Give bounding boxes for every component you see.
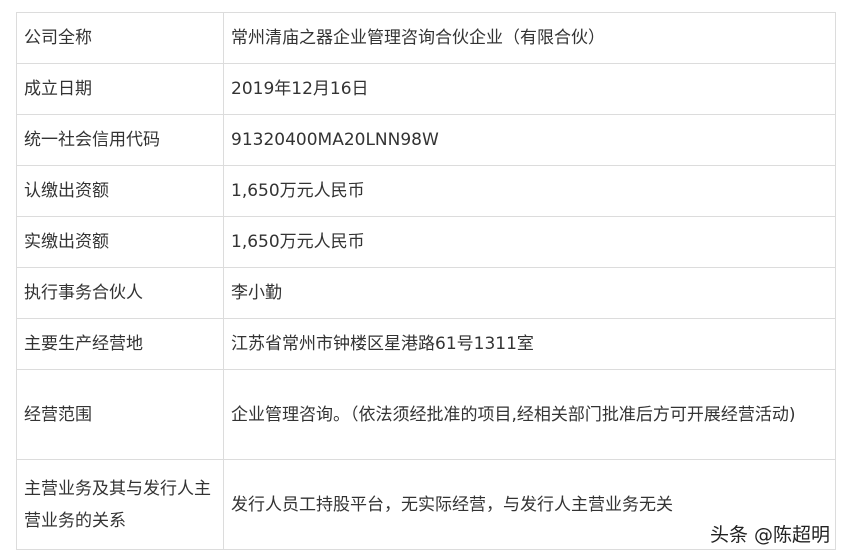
row-label: 统一社会信用代码 <box>16 114 224 166</box>
row-label: 经营范围 <box>16 369 224 460</box>
row-label: 成立日期 <box>16 63 224 115</box>
row-label: 主要生产经营地 <box>16 318 224 370</box>
row-label: 执行事务合伙人 <box>16 267 224 319</box>
row-label: 公司全称 <box>16 12 224 64</box>
table-row: 主要生产经营地 江苏省常州市钟楼区星港路61号1311室 <box>16 318 836 370</box>
row-value: 2019年12月16日 <box>223 63 836 115</box>
row-label: 实缴出资额 <box>16 216 224 268</box>
row-value: 企业管理咨询。（依法须经批准的项目,经相关部门批准后方可开展经营活动) <box>223 369 836 460</box>
row-value: 1,650万元人民币 <box>223 165 836 217</box>
table-row: 认缴出资额 1,650万元人民币 <box>16 165 836 217</box>
row-value: 1,650万元人民币 <box>223 216 836 268</box>
row-value: 江苏省常州市钟楼区星港路61号1311室 <box>223 318 836 370</box>
table-row: 经营范围 企业管理咨询。（依法须经批准的项目,经相关部门批准后方可开展经营活动) <box>16 369 836 460</box>
row-value: 91320400MA20LNN98W <box>223 114 836 166</box>
company-info-table: 公司全称 常州清庙之器企业管理咨询合伙企业（有限合伙） 成立日期 2019年12月1… <box>16 12 836 550</box>
row-value: 发行人员工持股平台，无实际经营，与发行人主营业务无关 <box>223 459 836 550</box>
table-row: 实缴出资额 1,650万元人民币 <box>16 216 836 268</box>
row-label: 认缴出资额 <box>16 165 224 217</box>
row-value: 常州清庙之器企业管理咨询合伙企业（有限合伙） <box>223 12 836 64</box>
table-row: 成立日期 2019年12月16日 <box>16 63 836 115</box>
row-value: 李小勤 <box>223 267 836 319</box>
table-row: 主营业务及其与发行人主营业务的关系 发行人员工持股平台，无实际经营，与发行人主营业… <box>16 459 836 550</box>
table-row: 统一社会信用代码 91320400MA20LNN98W <box>16 114 836 166</box>
table-row: 执行事务合伙人 李小勤 <box>16 267 836 319</box>
watermark: 头条 @陈超明 <box>710 524 831 546</box>
table-row: 公司全称 常州清庙之器企业管理咨询合伙企业（有限合伙） <box>16 12 836 64</box>
row-label: 主营业务及其与发行人主营业务的关系 <box>16 459 224 550</box>
